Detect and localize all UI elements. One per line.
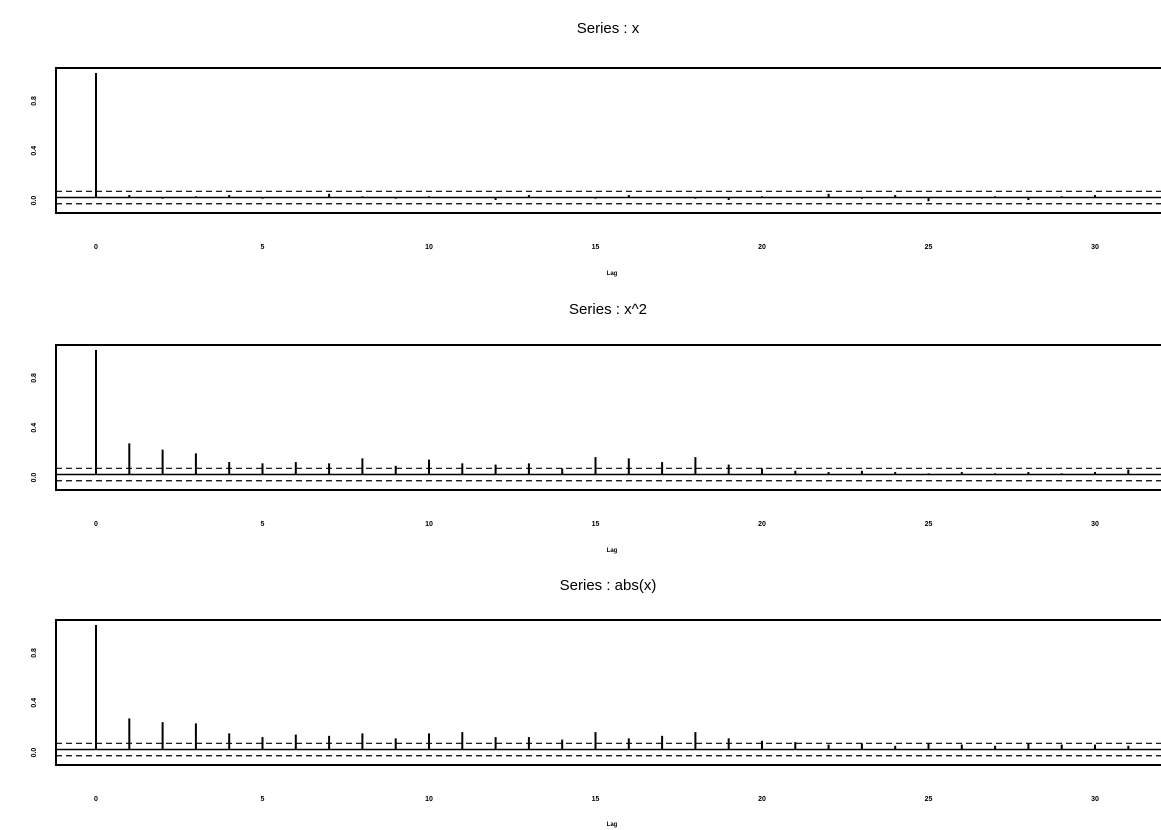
panel-title: Series : abs(x) (560, 577, 657, 594)
y-tick-label: 0.4 (31, 698, 38, 708)
x-tick-label: 5 (261, 244, 265, 251)
x-tick-label: 20 (758, 521, 766, 528)
y-tick-label: 0.8 (31, 373, 38, 383)
plot-frame (55, 344, 1161, 491)
x-tick-label: 15 (592, 244, 600, 251)
x-tick-label: 10 (425, 521, 433, 528)
x-tick-label: 20 (758, 796, 766, 803)
x-tick-label: 15 (592, 796, 600, 803)
x-tick-label: 5 (261, 521, 265, 528)
x-tick-label: 0 (94, 521, 98, 528)
acf-panel-1: Series : x 0.0 0.4 0.8 0 5 10 15 20 25 30 Lag (31, 20, 1161, 277)
panel-title: Series : x^2 (569, 301, 647, 318)
plot-frame (55, 67, 1161, 214)
y-tick-label: 0.8 (31, 96, 38, 106)
x-axis-label: Lag (607, 271, 618, 277)
x-tick-label: 25 (925, 521, 933, 528)
y-tick-label: 0.4 (31, 146, 38, 156)
acf-panel-3: Series : abs(x) 0.0 0.4 0.8 0 5 10 15 20 25 30 Lag (31, 577, 1161, 828)
y-tick-label: 0.4 (31, 423, 38, 433)
x-tick-label: 10 (425, 244, 433, 251)
x-tick-label: 20 (758, 244, 766, 251)
x-tick-label: 30 (1091, 521, 1099, 528)
x-tick-label: 10 (425, 796, 433, 803)
x-axis-label: Lag (607, 822, 618, 828)
acf-panel-2: Series : x^2 0.0 0.4 0.8 0 5 10 15 20 25 30 Lag (31, 301, 1161, 554)
x-tick-label: 5 (261, 796, 265, 803)
x-tick-label: 30 (1091, 244, 1099, 251)
y-tick-label: 0.0 (31, 196, 38, 206)
y-tick-label: 0.0 (31, 748, 38, 758)
plot-frame (55, 619, 1161, 766)
x-tick-label: 25 (925, 244, 933, 251)
x-tick-label: 25 (925, 796, 933, 803)
x-tick-label: 30 (1091, 796, 1099, 803)
y-tick-label: 0.0 (31, 473, 38, 483)
x-tick-label: 15 (592, 521, 600, 528)
x-axis-label: Lag (607, 548, 618, 554)
x-tick-label: 0 (94, 244, 98, 251)
y-tick-label: 0.8 (31, 648, 38, 658)
panel-title: Series : x (577, 20, 640, 37)
x-tick-label: 0 (94, 796, 98, 803)
